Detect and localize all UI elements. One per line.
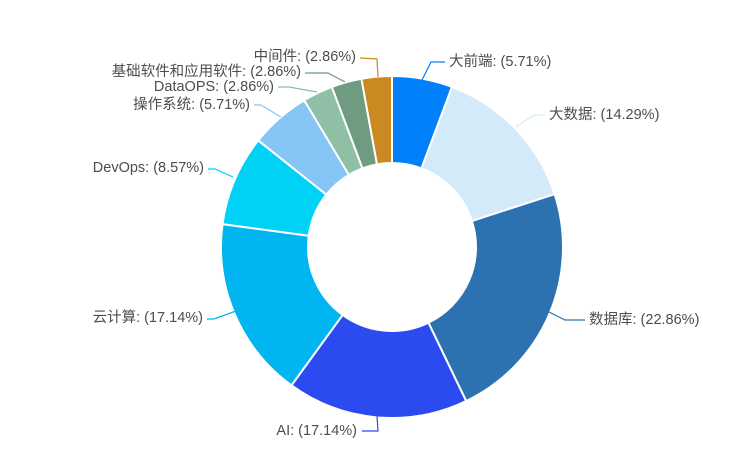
slice-label: DataOPS: (2.86%) [154,79,274,95]
pie-slice[interactable] [220,223,344,387]
label-leader-line [207,310,237,320]
label-leader-line [305,72,346,83]
pie-slice[interactable] [427,193,564,403]
leader-lines-group [207,57,585,432]
slice-label: 数据库: (22.86%) [589,311,699,328]
label-leader-line [362,415,379,432]
slice-label: 基础软件和应用软件: (2.86%) [112,62,301,80]
slice-label: 操作系统: (5.71%) [133,96,250,113]
slice-label: 云计算: (17.14%) [93,309,203,326]
slice-label: AI: (17.14%) [276,423,357,439]
slice-label: 中间件: (2.86%) [254,48,356,65]
label-leader-line [278,86,318,93]
slice-labels-group: 大前端: (5.71%) 大数据: (14.29%) 数据库: (22.86%) AI… [93,48,700,439]
label-leader-line [548,311,585,321]
slice-label: DevOps: (8.57%) [93,160,204,176]
label-leader-line [208,168,234,178]
slice-label: 大数据: (14.29%) [549,106,659,123]
pie-slice[interactable] [360,74,393,166]
label-leader-line [515,114,545,128]
label-leader-line [254,104,282,118]
pie-slice[interactable] [420,85,556,223]
label-leader-line [359,57,379,78]
slice-label: 大前端: (5.71%) [449,53,551,70]
pie-slice[interactable] [290,313,468,419]
label-leader-line [421,61,445,81]
slices-group [220,74,564,419]
